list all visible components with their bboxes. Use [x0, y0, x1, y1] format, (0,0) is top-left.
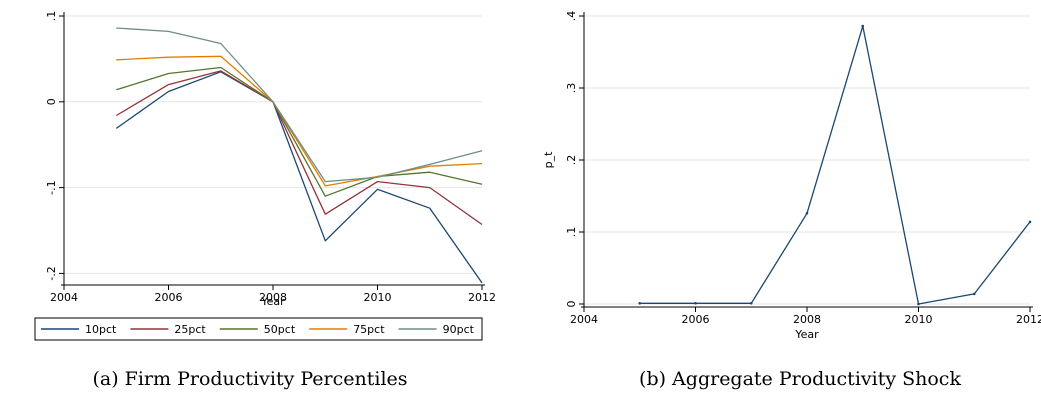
legend: 10pct 25pct 50pct 75pct 90pct — [34, 317, 483, 341]
y-tick-label: .4 — [565, 11, 578, 22]
x-tick-label: 2010 — [905, 313, 933, 326]
y-tick-label: 0 — [45, 98, 58, 105]
series-line-75pct — [116, 55, 483, 187]
y-tick-label: -.1 — [45, 180, 58, 194]
x-tick-label: 2008 — [259, 291, 287, 304]
data-point — [917, 302, 920, 306]
x-tick-label: 2012 — [468, 291, 496, 304]
x-tick-label: 2010 — [364, 291, 392, 304]
y-axis-label: p_t — [542, 151, 555, 168]
series-line-25pct — [115, 70, 483, 226]
legend-label-90pct: 90pct — [443, 323, 475, 336]
figure-caption: (a) Firm Productivity Percentiles — [92, 368, 407, 390]
data-point — [694, 301, 697, 305]
x-axis-label: Year — [260, 295, 285, 308]
y-tick-label: .1 — [565, 227, 578, 238]
x-tick-label: 2004 — [570, 313, 598, 326]
legend-label-10pct: 10pct — [85, 323, 117, 336]
x-tick-label: 2004 — [50, 291, 78, 304]
series-line-50pct — [116, 66, 483, 197]
data-point — [861, 24, 865, 28]
legend-box — [34, 317, 483, 341]
x-tick-label: 2008 — [793, 313, 821, 326]
y-tick-label: .1 — [45, 11, 58, 22]
data-point — [749, 301, 753, 305]
data-point — [972, 292, 976, 296]
y-tick-label: -.2 — [45, 266, 58, 280]
series-line-90pct — [116, 27, 483, 183]
chart-firm-productivity-percentiles: .1 0 -.1 -.2 2004 2006 2008 2010 2012 Year 10pct 25… — [34, 11, 496, 390]
y-tick-label: .2 — [565, 155, 578, 166]
x-tick-label: 2006 — [155, 291, 183, 304]
data-point — [1028, 220, 1032, 224]
chart-aggregate-productivity-shock: 0 .1 .2 .3 .4 2004 2006 2008 2010 2012 Year p_t (b) … — [542, 11, 1041, 390]
series-line-10pct — [115, 71, 483, 284]
legend-label-25pct: 25pct — [174, 323, 206, 336]
legend-label-50pct: 50pct — [264, 323, 296, 336]
series-line-p-t — [639, 25, 1031, 305]
y-tick-label: 0 — [565, 301, 578, 308]
legend-label-75pct: 75pct — [353, 323, 385, 336]
x-axis-label: Year — [794, 328, 819, 341]
data-point — [805, 211, 809, 215]
data-point — [638, 301, 642, 305]
y-tick-label: .3 — [565, 83, 578, 94]
x-tick-label: 2006 — [682, 313, 710, 326]
figure-caption: (b) Aggregate Productivity Shock — [639, 368, 961, 390]
x-tick-label: 2012 — [1016, 313, 1041, 326]
